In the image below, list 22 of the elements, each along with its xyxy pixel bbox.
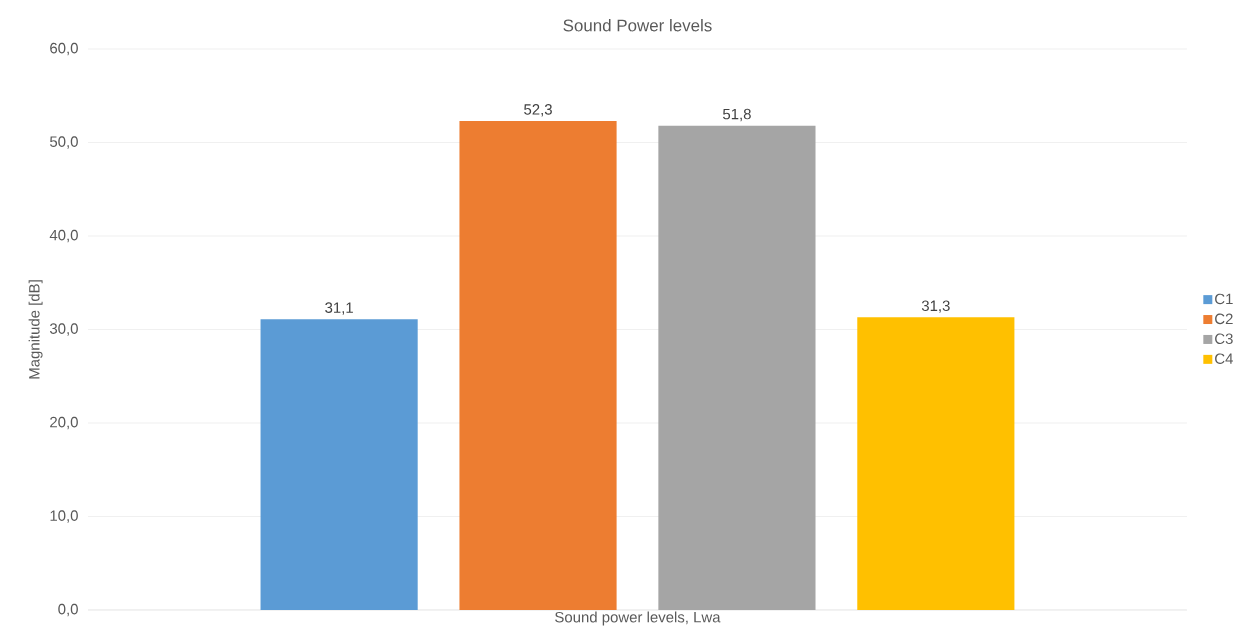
- data-label: 31,1: [325, 302, 353, 315]
- legend-label: C2: [1215, 313, 1233, 325]
- y-tick-label: 0,0: [58, 603, 78, 617]
- data-label: 31,3: [921, 300, 950, 313]
- y-tick-label: 10,0: [50, 510, 78, 523]
- y-tick-label: 50,0: [50, 136, 78, 149]
- y-tick-label: 40,0: [49, 229, 78, 243]
- y-tick-label: 20,0: [50, 416, 78, 430]
- bar: [857, 317, 1015, 610]
- bar: [260, 319, 418, 610]
- data-label: 52,3: [524, 104, 552, 117]
- data-label: 51,8: [722, 108, 751, 122]
- chart-title: Sound Power levels: [563, 19, 712, 32]
- legend-label: C1: [1215, 293, 1233, 305]
- x-tick-label: Sound power levels, Lwa: [555, 611, 721, 626]
- y-axis-title: Magnitude [dB]: [28, 280, 43, 379]
- bar: [459, 120, 617, 610]
- legend-label: C3: [1215, 333, 1233, 345]
- y-tick-label: 30,0: [49, 323, 78, 336]
- bar: [658, 125, 816, 610]
- legend-label: C4: [1215, 353, 1233, 364]
- y-tick-label: 60,0: [50, 42, 78, 56]
